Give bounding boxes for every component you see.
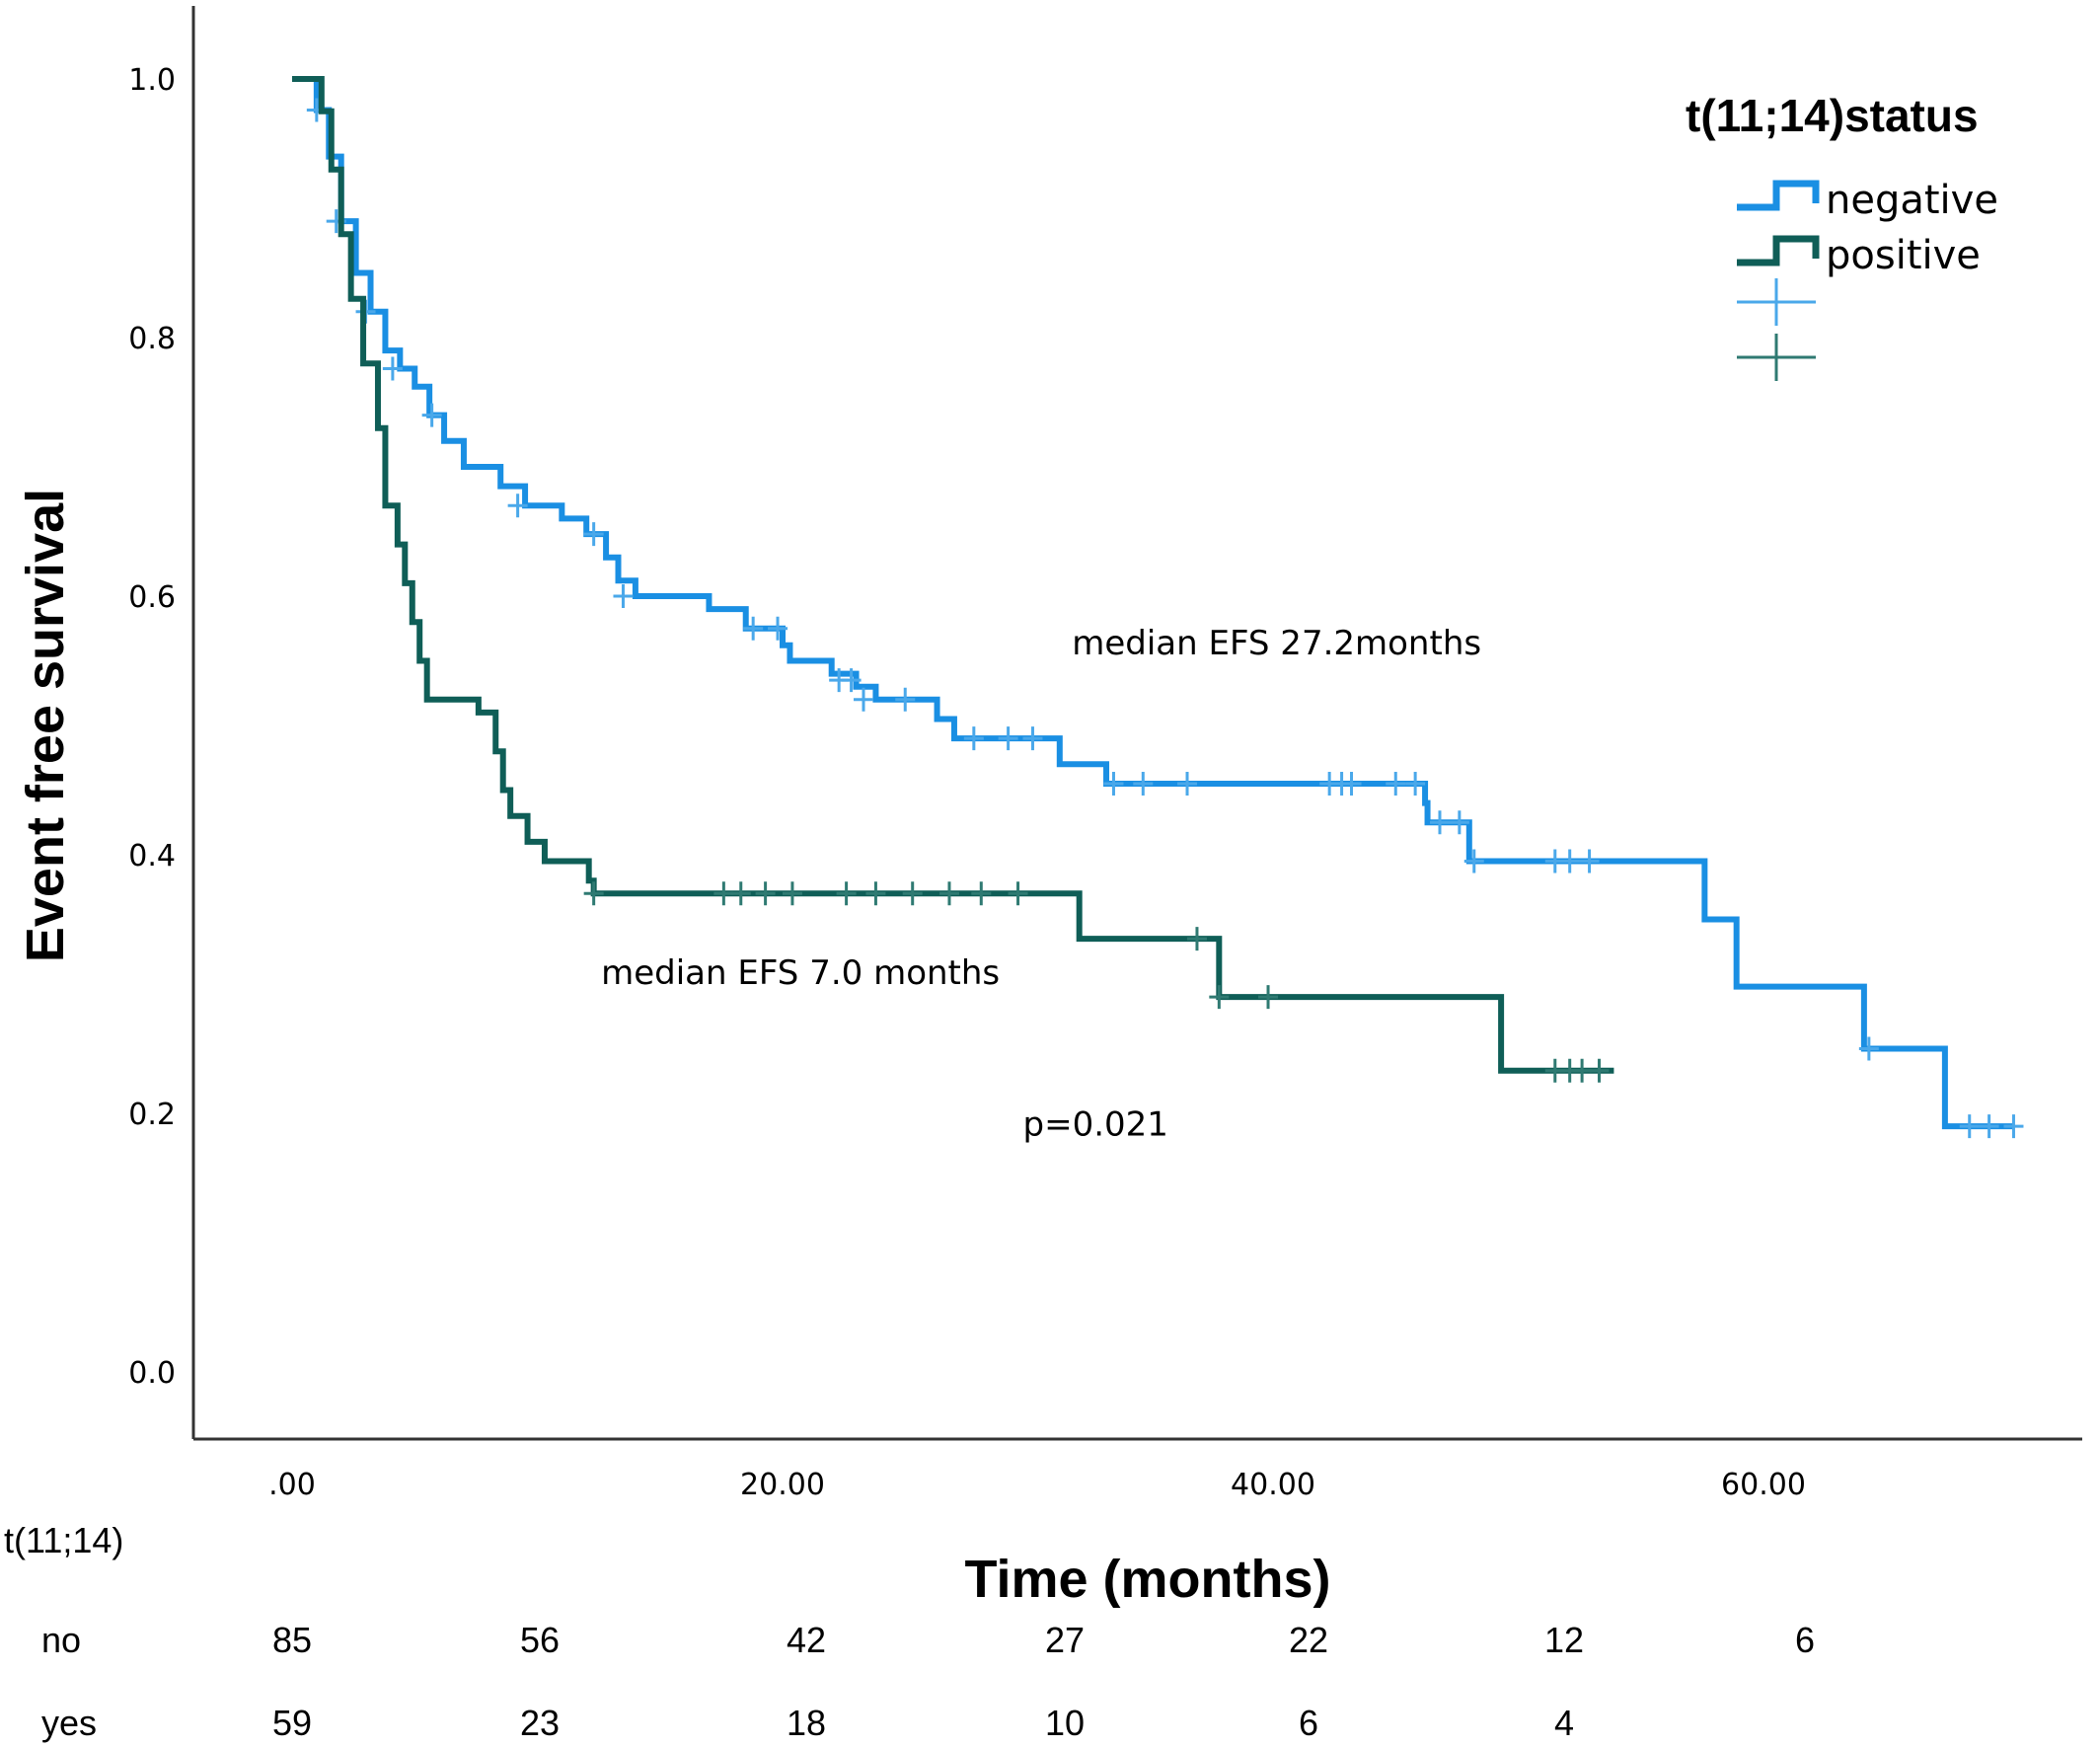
risk-count: 85 (272, 1620, 312, 1660)
censor-mark (1133, 771, 1154, 796)
censor-mark (1559, 849, 1580, 874)
censor-mark (1429, 810, 1450, 835)
censor-mark (998, 726, 1018, 751)
censor-mark (421, 403, 442, 427)
censor-mark (1579, 849, 1600, 874)
risk-row-label: yes (41, 1703, 97, 1743)
censor-mark (1572, 1058, 1593, 1083)
censor-mark (1589, 1058, 1610, 1083)
survival-curve-positive (292, 76, 1614, 1074)
legend-swatch-positive (1737, 235, 1820, 266)
censor-mark (1449, 810, 1469, 835)
risk-count: 22 (1289, 1620, 1328, 1660)
legend: t(11;14)status negative positive (1686, 90, 1998, 381)
risk-count: 42 (787, 1620, 826, 1660)
censor-mark (1103, 771, 1124, 796)
censor-mark (1463, 849, 1484, 874)
x-tick-label: .00 (268, 1468, 316, 1502)
risk-count: 10 (1045, 1703, 1085, 1743)
censor-mark (768, 616, 788, 641)
censor-mark (382, 356, 403, 381)
risk-count: 6 (1299, 1703, 1318, 1743)
censor-mark (782, 881, 802, 906)
y-tick-label: 0.6 (128, 580, 176, 615)
legend-swatch-negative (1737, 180, 1820, 211)
censor-mark (971, 881, 992, 906)
censor-mark (841, 668, 862, 693)
x-axis-title: Time (months) (964, 1550, 1330, 1609)
risk-count: 12 (1544, 1620, 1584, 1660)
annotation: median EFS 27.2months (1072, 624, 1481, 663)
censor-mark (583, 522, 604, 547)
y-tick-label: 0.2 (128, 1098, 176, 1132)
series-positive (292, 76, 1614, 1083)
censor-mark (1405, 771, 1426, 796)
censor-mark (1979, 1114, 1999, 1139)
y-tick-label: 0.4 (128, 839, 176, 874)
censor-mark (1177, 771, 1198, 796)
legend-entries: negative positive (1737, 178, 1998, 381)
risk-table: t(11;14) no 85 56 42 27 22 12 6 yes 59 23 18 10 6 4 (4, 1520, 1815, 1743)
censor-mark (865, 881, 886, 906)
censor-mark (854, 687, 874, 712)
y-tick-label: 0.0 (128, 1356, 176, 1391)
censor-mark (963, 726, 984, 751)
risk-count: 27 (1045, 1620, 1085, 1660)
x-tick-label: 20.00 (740, 1468, 825, 1502)
censor-mark (583, 881, 604, 906)
y-tick-label: 0.8 (128, 322, 176, 356)
y-axis-title: Event free survival (16, 489, 75, 962)
risk-count: 18 (787, 1703, 826, 1743)
risk-count: 23 (520, 1703, 560, 1743)
risk-row-label: no (41, 1620, 81, 1660)
censor-mark (507, 494, 528, 518)
series-layer (292, 76, 2024, 1139)
censor-mark (713, 881, 734, 906)
x-tick-label: 40.00 (1231, 1468, 1315, 1502)
censor-mark (1022, 726, 1043, 751)
censor-mark (902, 881, 923, 906)
legend-censor-mark-negative (1737, 278, 1816, 326)
censor-mark (1186, 927, 1207, 951)
censor-mark (836, 881, 857, 906)
series-negative (292, 76, 2024, 1139)
risk-table-header: t(11;14) (4, 1520, 123, 1560)
censor-mark (613, 584, 634, 608)
risk-count: 56 (520, 1620, 560, 1660)
survival-curve-negative (292, 76, 2014, 1130)
y-tick-label: 1.0 (128, 63, 176, 98)
censor-mark (1341, 771, 1362, 796)
censor-mark (1209, 985, 1230, 1010)
censor-mark (895, 687, 916, 712)
x-tick-labels: .00 20.00 40.00 60.00 (268, 1468, 1806, 1502)
censor-mark (743, 616, 764, 641)
risk-count: 4 (1554, 1703, 1574, 1743)
risk-table-rows: no 85 56 42 27 22 12 6 yes 59 23 18 10 6 4 (41, 1620, 1815, 1743)
risk-count: 6 (1795, 1620, 1815, 1660)
censor-mark (1008, 881, 1028, 906)
censor-mark (1858, 1036, 1879, 1061)
censor-mark (755, 881, 776, 906)
annotation: p=0.021 (1023, 1104, 1168, 1144)
annotation-layer: median EFS 27.2months median EFS 7.0 mont… (601, 624, 1481, 1144)
legend-label-positive: positive (1826, 233, 1981, 278)
legend-label-negative: negative (1826, 178, 1998, 223)
censor-mark (2003, 1114, 2024, 1139)
y-tick-labels: 0.0 0.2 0.4 0.6 0.8 1.0 (128, 63, 176, 1391)
censor-mark (1258, 985, 1279, 1010)
legend-censor-mark-positive (1737, 334, 1816, 381)
censor-mark (938, 881, 959, 906)
censor-mark (1386, 771, 1406, 796)
x-tick-label: 60.00 (1721, 1468, 1806, 1502)
annotation: median EFS 7.0 months (601, 953, 1000, 993)
axes (191, 6, 2082, 1441)
legend-title: t(11;14)status (1686, 90, 1979, 141)
censor-mark (730, 881, 751, 906)
censor-mark (1959, 1114, 1980, 1139)
risk-count: 59 (272, 1703, 312, 1743)
